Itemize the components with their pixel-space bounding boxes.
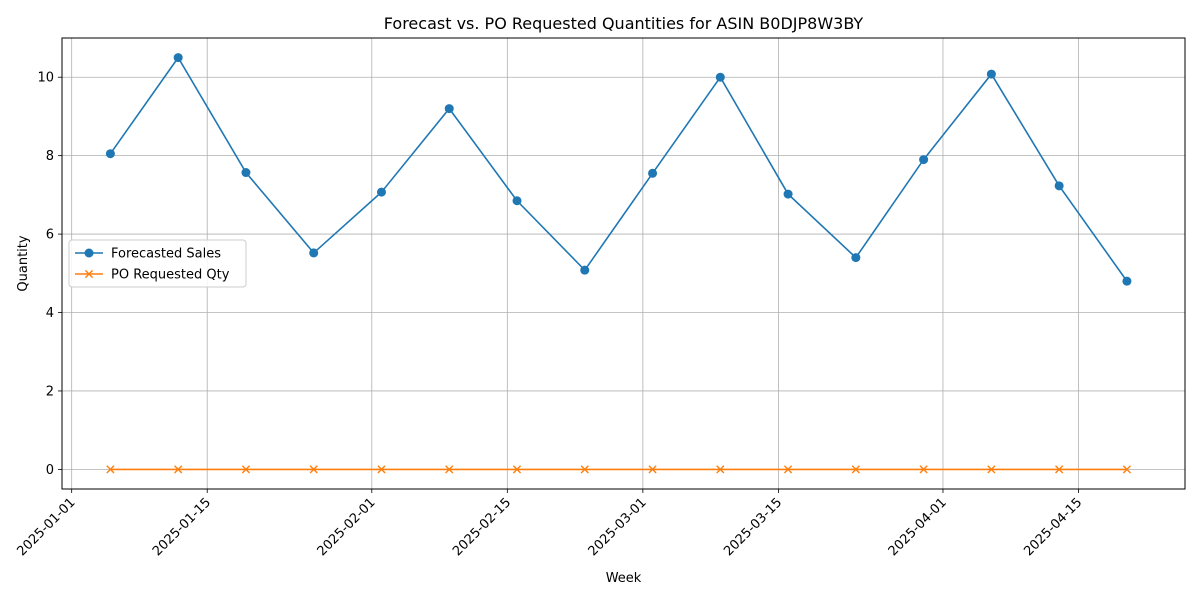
legend-marker-forecasted-sales — [84, 248, 94, 258]
forecasted-sales-point — [444, 104, 454, 114]
po-requested-qty-point — [174, 465, 183, 474]
po-requested-qty-point — [1055, 465, 1064, 474]
forecasted-sales-point — [986, 69, 996, 79]
x-axis-label: Week — [606, 571, 642, 586]
y-tick-label: 8 — [46, 149, 54, 164]
po-requested-qty-point — [919, 465, 928, 474]
forecasted-sales-line — [109, 56, 1128, 282]
po-requested-qty-point — [580, 465, 589, 474]
y-tick-label: 10 — [37, 71, 54, 86]
po-requested-qty-point — [309, 465, 318, 474]
po-requested-qty-point — [445, 465, 454, 474]
forecasted-sales-point — [919, 155, 929, 165]
forecasted-sales-point — [715, 72, 725, 82]
po-requested-qty-point — [1122, 465, 1132, 474]
legend: Forecasted Sales PO Requested Qty — [68, 239, 247, 288]
y-tick-label: 4 — [46, 306, 54, 321]
po-requested-qty-point — [851, 465, 860, 474]
po-requested-qty-point — [987, 465, 996, 474]
forecasted-sales-point — [309, 248, 319, 258]
po-requested-qty-point — [512, 465, 522, 474]
y-tick-label: 2 — [46, 384, 54, 399]
forecasted-sales-point — [1054, 181, 1064, 191]
po-requested-qty-point — [241, 465, 251, 474]
forecasted-sales-point — [105, 149, 115, 159]
po-requested-qty-point — [783, 465, 793, 474]
forecasted-sales-point — [173, 53, 183, 63]
forecasted-sales-point — [851, 253, 861, 263]
forecasted-sales-point — [648, 168, 658, 178]
po-requested-qty-point — [716, 465, 725, 474]
legend-box — [68, 239, 247, 288]
forecasted-sales-point — [783, 189, 793, 199]
legend-label-forecasted-sales: Forecasted Sales — [111, 247, 221, 262]
forecasted-sales-point — [580, 265, 590, 275]
y-tick-label: 0 — [46, 463, 54, 478]
po-requested-qty-point — [377, 465, 386, 474]
forecasted-sales-point — [376, 187, 386, 197]
chart-title: Forecast vs. PO Requested Quantities for… — [384, 14, 864, 33]
y-tick-label: 6 — [46, 228, 54, 243]
grid — [62, 38, 1185, 489]
forecasted-sales-point — [512, 196, 522, 206]
y-axis-label: Quantity — [16, 235, 31, 291]
plot-frame — [61, 37, 1186, 490]
series-layer — [105, 53, 1132, 474]
po-requested-qty-point — [648, 465, 657, 474]
legend-label-po-requested-qty: PO Requested Qty — [111, 268, 230, 283]
legend-marker-po-requested-qty — [84, 269, 94, 279]
forecasted-sales-point — [241, 168, 251, 178]
forecasted-sales-point — [1122, 276, 1132, 286]
po-requested-qty-point — [106, 465, 115, 474]
